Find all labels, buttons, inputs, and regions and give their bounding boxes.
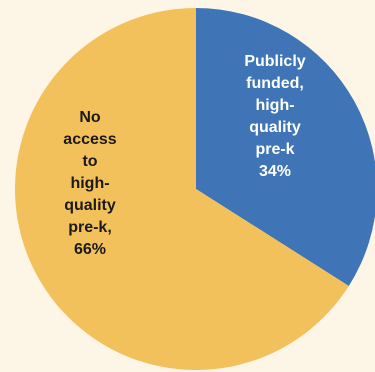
- slice-label-line: 66%: [73, 241, 107, 258]
- slice-label-line: Publicly: [244, 53, 306, 70]
- slice-label-line: access: [63, 131, 117, 148]
- slice-publicly-funded: [196, 8, 375, 286]
- slice-label-line: high-: [70, 175, 110, 192]
- slice-label-publicly-funded: Publicly funded, high-quality pre-k 34%: [230, 51, 320, 183]
- slice-label-line: to: [82, 153, 98, 170]
- slice-label-line: pre-k: [255, 141, 295, 158]
- slice-label-line: pre-k,: [68, 219, 112, 236]
- slice-label-line: funded,: [246, 75, 304, 92]
- slice-no-access: [15, 8, 349, 370]
- slice-label-line: quality: [249, 119, 301, 136]
- slice-label-line: 34%: [258, 163, 292, 180]
- slice-label-line: No: [79, 109, 101, 126]
- slice-label-line: quality: [64, 197, 116, 214]
- slice-label-line: high-: [255, 97, 295, 114]
- slice-label-no-access: No access to high-quality pre-k, 66%: [50, 107, 130, 261]
